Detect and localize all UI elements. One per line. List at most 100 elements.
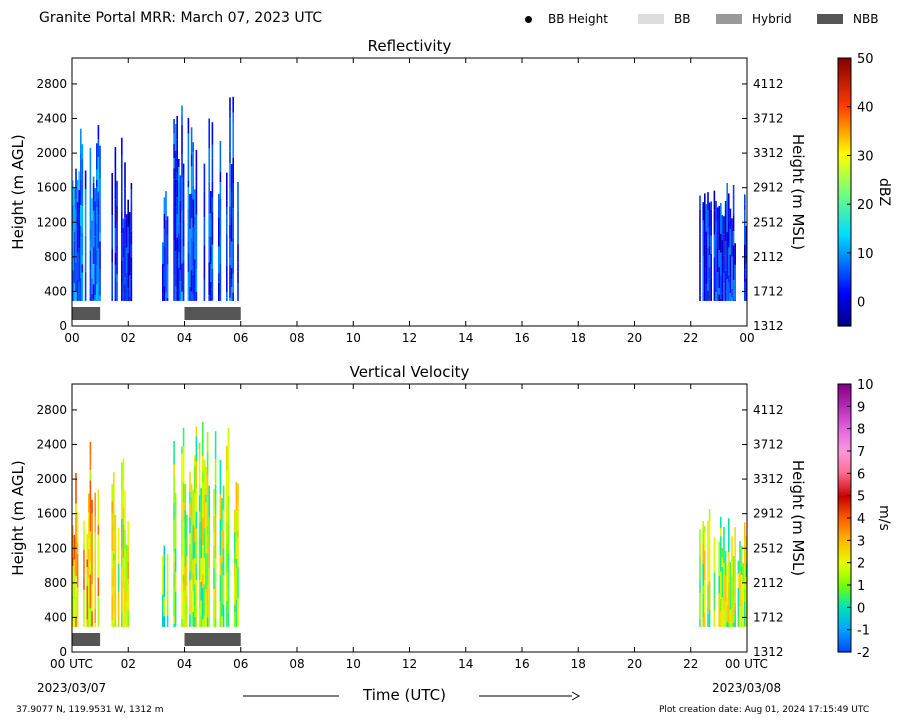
echo-cell [702,202,704,221]
echo-cell [121,155,123,191]
colorbar-cell [838,317,851,320]
colorbar-cell [838,634,851,637]
echo-cell [94,295,96,301]
echo-cell [229,111,231,119]
colorbar-cell [838,506,851,510]
echo-cell [181,263,183,292]
echo-cell [73,573,76,598]
echo-cell [189,517,191,534]
colorbar-cell [838,529,851,532]
echo-cell [116,281,118,301]
y-tick-label-right: 2112 [753,250,784,264]
echo-cell [94,264,96,296]
echo-cell [213,509,215,516]
colorbar-cell [838,216,851,220]
echo-cell [211,122,214,145]
echo-cell [111,501,113,514]
colorbar-cell [838,468,851,472]
echo-cell [194,493,196,528]
echo-cell [113,533,115,554]
echo-cell [173,288,175,301]
echo-cell [129,296,131,301]
colorbar-tick-label: 50 [857,52,874,67]
x-tick-label: 12 [402,331,417,345]
echo-cell [226,200,228,208]
echo-cell [195,511,198,529]
echo-cell [111,574,113,588]
echo-cell [716,249,719,272]
echo-cell [114,186,117,200]
echo-cell [202,587,204,620]
echo-cell [221,530,223,563]
echo-cell [745,544,748,564]
colorbar-cell [838,229,851,233]
echo-cell [214,497,217,514]
echo-cell [219,198,222,210]
echo-cell [208,568,210,597]
echo-cell [731,297,733,301]
echo-cell [80,159,82,180]
echo-cell [708,267,711,280]
echo-cell [122,227,125,258]
echo-cell [734,265,736,300]
x-tick-label: 00 UTC [725,657,768,671]
legend-item-bb: BB [638,11,690,27]
echo-cell [173,616,175,624]
echo-cell [729,217,732,230]
echo-cell [96,186,98,208]
echo-data [72,96,748,301]
echo-cell [162,294,164,301]
echo-cell [724,209,727,242]
echo-cell [194,216,196,226]
echo-cell [716,293,719,301]
echo-cell [202,456,204,472]
echo-cell [708,245,711,255]
echo-cell [163,213,166,229]
y-tick-label: 400 [44,284,67,298]
echo-cell [89,470,92,481]
echo-cell [173,520,175,553]
echo-cell [699,619,701,627]
echo-cell [189,492,191,504]
echo-cell [124,613,126,627]
echo-cell [744,626,746,627]
echo-cell [173,179,175,208]
y-tick-label: 1200 [36,541,67,555]
echo-cell [163,197,166,214]
colorbar-cell [838,540,851,544]
echo-cell [113,587,115,612]
echo-cell [210,264,212,282]
echo-cell [222,548,225,576]
colorbar-cell [838,149,851,153]
echo-cell [181,177,183,211]
colorbar-cell [838,84,851,88]
echo-cell [174,626,177,627]
echo-cell [731,288,733,297]
echo-cell [208,547,210,569]
colorbar-cell [838,93,851,97]
echo-cell [229,298,231,301]
echo-cell [76,252,79,280]
colorbar-cell [838,203,851,206]
echo-cell [116,245,118,275]
echo-cell [718,250,720,268]
colorbar-cell [838,399,851,403]
echo-cell [81,272,84,293]
colorbar-cell [838,294,851,298]
echo-cell [125,214,128,248]
echo-cell [707,585,709,614]
echo-cell [111,484,113,502]
echo-cell [728,604,730,624]
echo-cell [226,502,228,522]
colorbar-cell [838,323,851,327]
echo-cell [234,576,236,586]
echo-cell [173,587,175,617]
echo-cell [96,143,98,170]
x-tick-label: 16 [514,331,529,345]
echo-cell [745,563,748,578]
echo-cell [111,587,113,595]
echo-cell [737,560,740,574]
echo-cell [89,296,92,301]
echo-cell [111,551,113,569]
echo-cell [96,224,98,250]
